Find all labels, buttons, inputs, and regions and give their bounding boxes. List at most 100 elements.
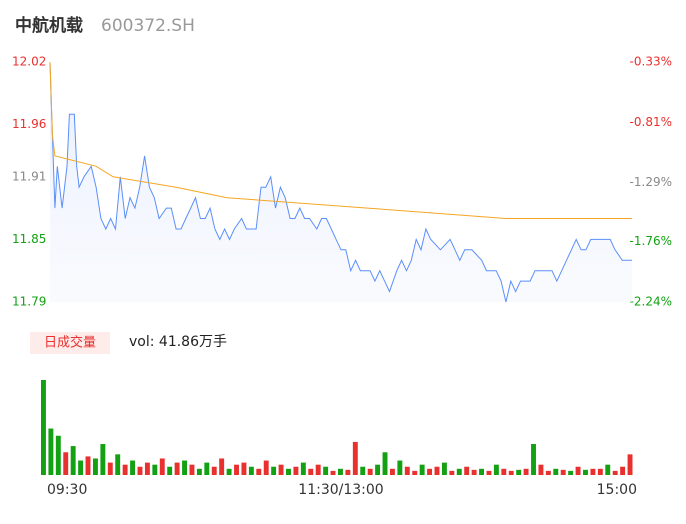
volume-bar [241, 462, 247, 475]
x-tick-label: 15:00 [597, 482, 637, 498]
volume-bar [315, 464, 321, 475]
volume-bar [263, 460, 269, 475]
volume-bar [100, 444, 106, 475]
volume-bar [152, 464, 158, 475]
volume-bar [174, 462, 180, 475]
volume-bar [300, 462, 306, 475]
volume-bar [234, 464, 239, 475]
volume-bar [144, 462, 150, 475]
y-tick-label: 12.02 [12, 55, 46, 69]
volume-bar [63, 452, 69, 475]
volume-bar [189, 464, 195, 475]
volume-bar [627, 454, 633, 475]
volume-bar [278, 464, 284, 475]
y-tick-label: 11.79 [12, 295, 46, 309]
volume-bar [256, 468, 262, 475]
volume-bar [48, 428, 54, 475]
volume-bar [159, 458, 165, 475]
stock-name: 中航机载 [15, 15, 83, 36]
volume-bar [271, 466, 277, 475]
volume-bar [248, 466, 254, 475]
volume-legend: 日成交量 [44, 335, 96, 351]
volume-bar [367, 468, 373, 475]
volume-bar [531, 444, 536, 475]
volume-bar [597, 468, 603, 475]
volume-bar [293, 466, 299, 475]
volume-bar [538, 464, 544, 475]
volume-bar [568, 470, 574, 475]
volume-bar [464, 466, 470, 475]
volume-bar [196, 468, 202, 475]
volume-bar [55, 435, 61, 475]
volume-bar [434, 466, 440, 475]
volume-bar [419, 464, 425, 475]
volume-bar [553, 468, 559, 475]
volume-annotation: vol: 41.86万手 [129, 334, 227, 350]
x-tick-label: 11:30/13:00 [298, 482, 383, 498]
volume-bar [471, 469, 477, 475]
price-area [50, 62, 632, 302]
volume-bar [449, 470, 455, 475]
volume-bar [211, 466, 217, 475]
volume-bar [375, 464, 381, 475]
volume-bar [70, 446, 76, 475]
volume-bar [92, 458, 98, 475]
volume-bar [605, 464, 611, 475]
volume-bar [41, 380, 46, 475]
volume-bar [560, 469, 566, 475]
volume-bar [182, 460, 187, 475]
volume-bar [130, 460, 136, 475]
volume-bar [219, 458, 225, 475]
y2-tick-label: -0.33% [630, 55, 672, 69]
volume-bar [204, 462, 210, 475]
volume-bar [493, 464, 499, 475]
volume-bar [286, 468, 291, 475]
volume-bar [122, 464, 128, 475]
volume-bar [523, 468, 529, 475]
volume-bar [360, 466, 366, 475]
volume-bar [397, 460, 403, 475]
volume-bar [226, 468, 232, 475]
y2-tick-label: -1.76% [630, 234, 672, 248]
volume-bar [107, 462, 113, 475]
y-tick-label: 11.96 [12, 117, 46, 131]
volume-bar [78, 460, 84, 475]
volume-bar [85, 456, 91, 475]
volume-bar [583, 469, 588, 475]
volume-bar [620, 466, 626, 475]
volume-bar [486, 470, 492, 475]
volume-bar [508, 470, 514, 475]
volume-bar [137, 466, 143, 475]
volume-bar [338, 468, 343, 475]
volume-bar [382, 452, 388, 475]
x-tick-label: 09:30 [47, 482, 87, 498]
average-line [49, 61, 632, 219]
volume-bar [330, 470, 336, 475]
price-line [49, 61, 632, 303]
volume-bar [115, 454, 121, 475]
stock-code: 600372.SH [101, 16, 195, 36]
volume-bar [612, 470, 618, 475]
y-tick-label: 11.91 [12, 169, 46, 183]
volume-bar [323, 466, 329, 475]
volume-bar [167, 466, 173, 475]
volume-bar [345, 469, 351, 475]
volume-bar [590, 468, 596, 475]
legend-box [30, 332, 110, 354]
volume-bar [404, 466, 410, 475]
volume-bar [389, 468, 395, 475]
y2-tick-label: -0.81% [630, 115, 672, 129]
volume-bar [427, 468, 433, 475]
volume-bar [456, 468, 462, 475]
y2-tick-label: -2.24% [630, 295, 672, 309]
volume-bar [479, 468, 484, 475]
volume-bar [412, 470, 418, 475]
volume-bar [308, 468, 314, 475]
volume-bar [545, 470, 551, 475]
volume-bar [441, 462, 447, 475]
volume-bar [575, 466, 581, 475]
volume-bar [352, 441, 358, 475]
y-tick-label: 11.85 [12, 232, 46, 246]
y2-tick-label: -1.29% [630, 175, 672, 189]
volume-bar [501, 468, 507, 475]
